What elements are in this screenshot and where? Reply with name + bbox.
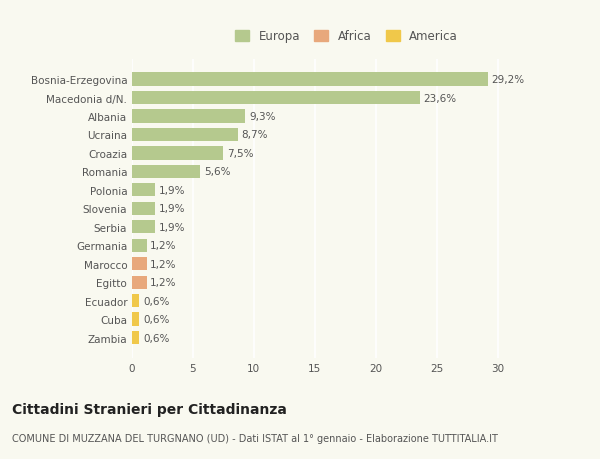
Bar: [132, 221, 155, 234]
Text: COMUNE DI MUZZANA DEL TURGNANO (UD) - Dati ISTAT al 1° gennaio - Elaborazione TU: COMUNE DI MUZZANA DEL TURGNANO (UD) - Da…: [12, 433, 498, 442]
Bar: [132, 202, 155, 215]
Bar: [132, 239, 146, 252]
Legend: Europa, Africa, America: Europa, Africa, America: [232, 27, 461, 47]
Bar: [132, 276, 146, 289]
Bar: [132, 129, 238, 142]
Text: 0,6%: 0,6%: [143, 314, 169, 325]
Text: 23,6%: 23,6%: [423, 93, 457, 103]
Text: 1,2%: 1,2%: [150, 259, 177, 269]
Bar: [132, 165, 200, 179]
Bar: [132, 110, 245, 123]
Text: 0,6%: 0,6%: [143, 296, 169, 306]
Text: 1,2%: 1,2%: [150, 278, 177, 287]
Bar: [132, 147, 223, 160]
Bar: [132, 331, 139, 344]
Bar: [132, 313, 139, 326]
Text: 1,9%: 1,9%: [159, 185, 185, 196]
Text: 7,5%: 7,5%: [227, 149, 254, 158]
Bar: [132, 92, 419, 105]
Text: Cittadini Stranieri per Cittadinanza: Cittadini Stranieri per Cittadinanza: [12, 402, 287, 416]
Text: 9,3%: 9,3%: [249, 112, 275, 122]
Bar: [132, 257, 146, 271]
Text: 1,2%: 1,2%: [150, 241, 177, 251]
Bar: [132, 73, 488, 86]
Text: 29,2%: 29,2%: [491, 75, 524, 85]
Text: 1,9%: 1,9%: [159, 222, 185, 232]
Text: 0,6%: 0,6%: [143, 333, 169, 343]
Bar: [132, 184, 155, 197]
Text: 5,6%: 5,6%: [204, 167, 230, 177]
Bar: [132, 294, 139, 308]
Text: 8,7%: 8,7%: [242, 130, 268, 140]
Text: 1,9%: 1,9%: [159, 204, 185, 214]
